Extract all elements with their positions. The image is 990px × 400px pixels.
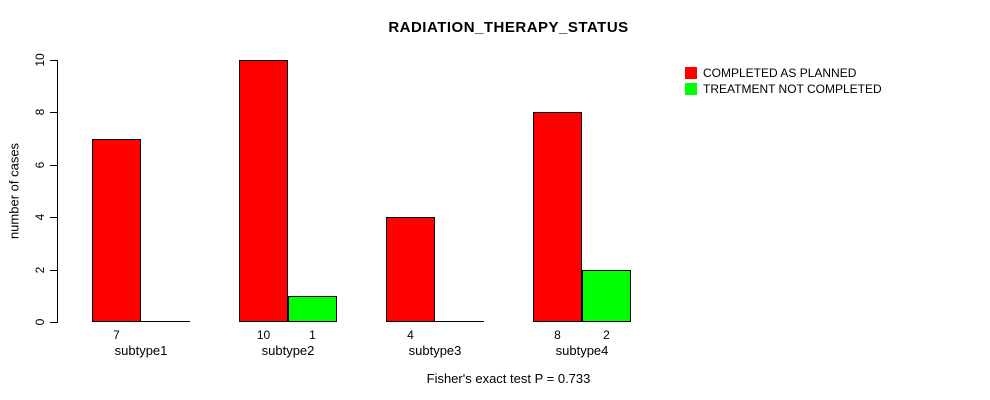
y-axis-tick (50, 112, 57, 113)
y-axis-tick-label: 6 (33, 161, 47, 169)
bar-value-label-subtype4-completed-as-planned: 8 (554, 328, 561, 342)
y-axis-tick (50, 270, 57, 271)
y-axis-tick-label: 2 (33, 266, 47, 274)
y-axis-tick (50, 217, 57, 218)
bar-subtype4-completed-as-planned (533, 112, 582, 322)
bar-subtype4-treatment-not-completed (582, 270, 631, 322)
legend-item-not-completed: TREATMENT NOT COMPLETED (685, 81, 882, 96)
bar-value-label-subtype4-treatment-not-completed: 2 (603, 328, 610, 342)
y-axis-tick-label: 4 (33, 213, 47, 221)
legend-label-not-completed: TREATMENT NOT COMPLETED (703, 81, 882, 96)
y-axis-tick-label: 0 (33, 318, 47, 326)
bar-subtype2-treatment-not-completed (288, 296, 337, 322)
category-label-subtype2: subtype2 (261, 343, 315, 358)
y-axis-tick (50, 165, 57, 166)
y-axis-tick-label: 8 (33, 108, 47, 116)
y-axis-tick (50, 60, 57, 61)
y-axis-title: number of cases (6, 142, 22, 240)
category-label-subtype4: subtype4 (555, 343, 609, 358)
legend-item-completed: COMPLETED AS PLANNED (685, 65, 882, 80)
y-axis-tick-label: 10 (33, 53, 47, 67)
bar-subtype3-completed-as-planned (386, 217, 435, 322)
legend-swatch-not-completed-icon (685, 82, 697, 95)
bar-value-label-subtype1-completed-as-planned: 7 (113, 328, 120, 342)
statistical-test-note: Fisher's exact test P = 0.733 (426, 371, 591, 386)
bar-value-label-subtype2-treatment-not-completed: 1 (309, 328, 316, 342)
y-axis-line (57, 60, 58, 323)
bar-subtype1-completed-as-planned (92, 139, 141, 322)
category-label-subtype1: subtype1 (114, 343, 168, 358)
bar-value-label-subtype3-completed-as-planned: 4 (407, 328, 414, 342)
legend: COMPLETED AS PLANNED TREATMENT NOT COMPL… (685, 65, 882, 97)
bar-value-label-subtype2-completed-as-planned: 10 (256, 328, 271, 342)
zero-bar-subtype3-treatment-not-completed (435, 321, 484, 322)
zero-bar-subtype1-treatment-not-completed (141, 321, 190, 322)
bar-subtype2-completed-as-planned (239, 60, 288, 322)
chart-title: RADIATION_THERAPY_STATUS (388, 19, 629, 36)
legend-swatch-completed-icon (685, 66, 697, 79)
legend-label-completed: COMPLETED AS PLANNED (703, 65, 857, 80)
y-axis-tick (50, 322, 57, 323)
category-label-subtype3: subtype3 (408, 343, 462, 358)
